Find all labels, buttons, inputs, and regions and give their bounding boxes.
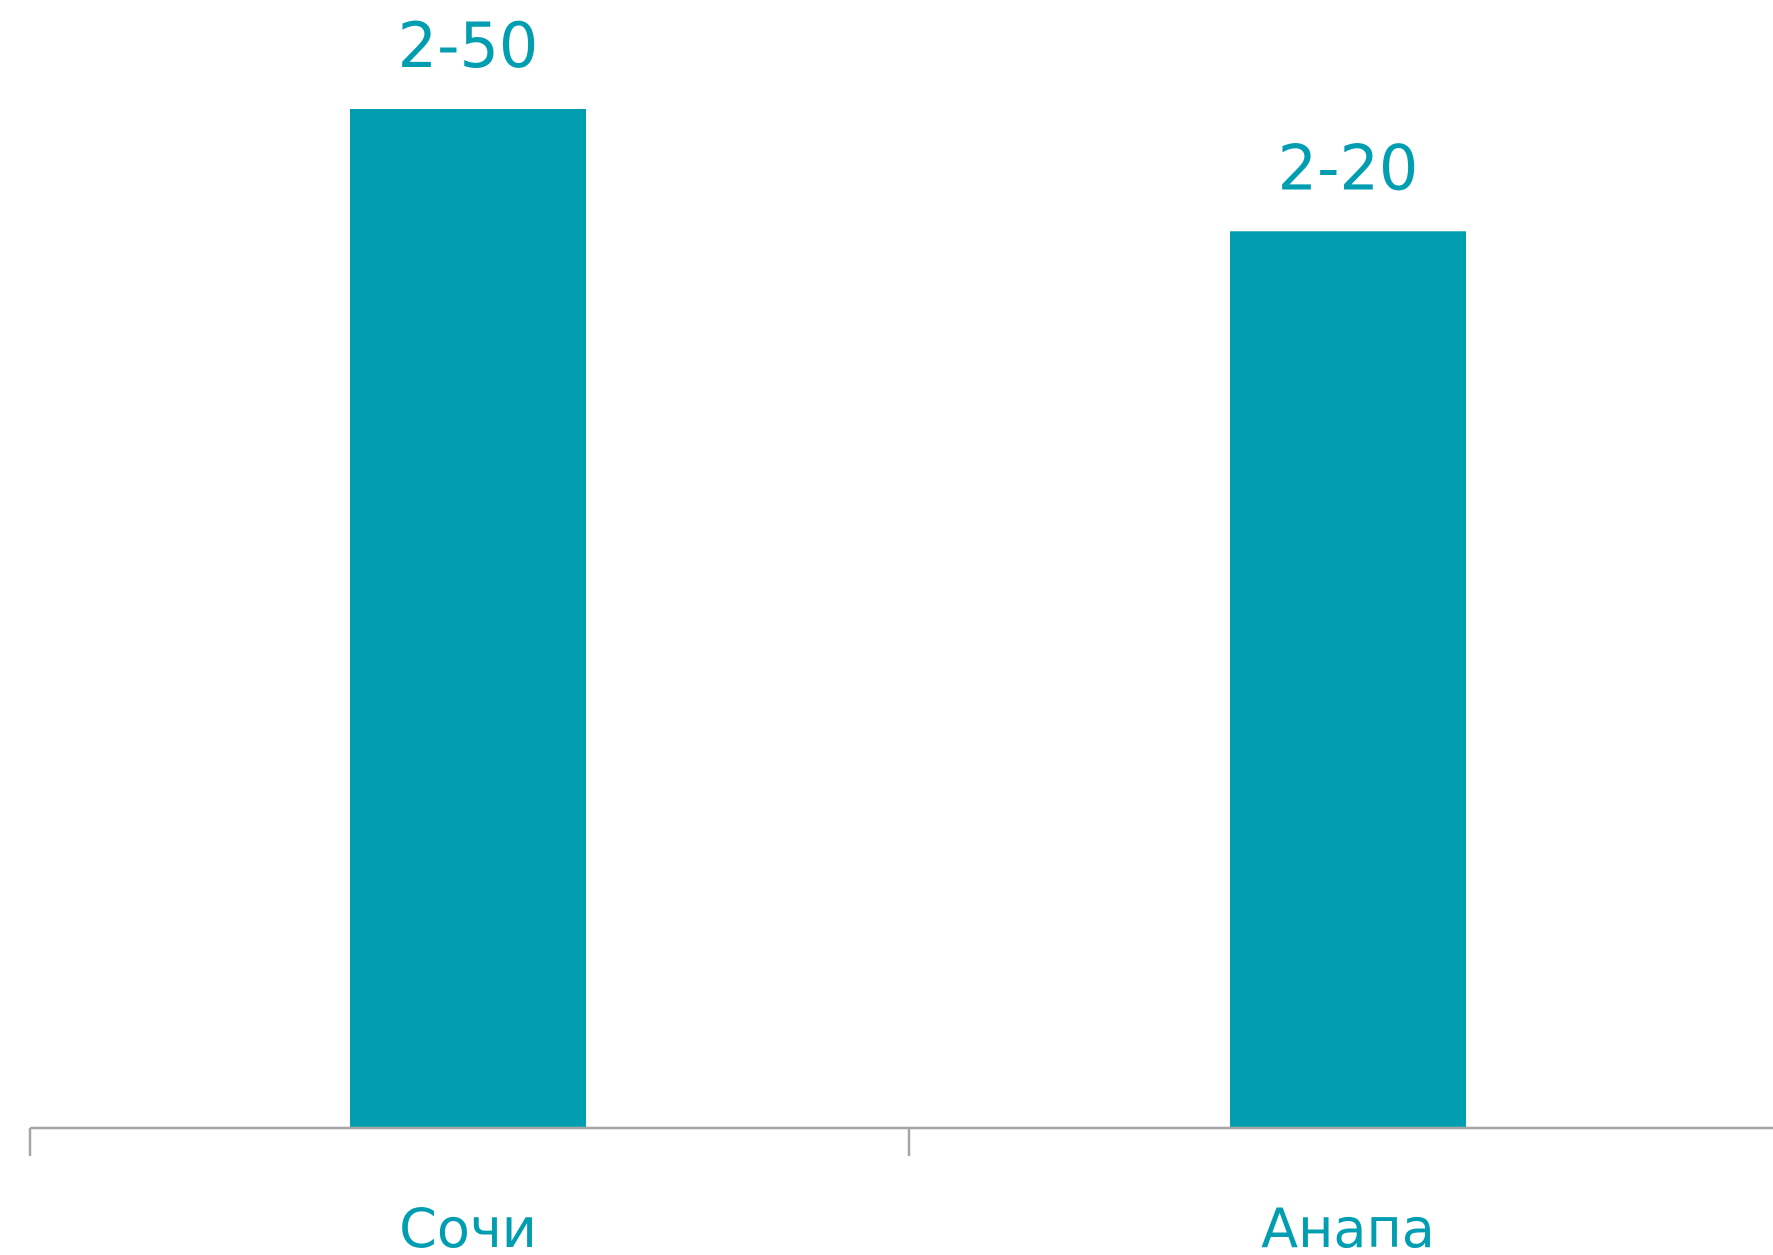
bar-2 <box>1230 231 1466 1128</box>
x-tick-label: Анапа <box>1261 1197 1435 1255</box>
bar-value-label: 2-50 <box>398 9 539 82</box>
x-axis <box>28 1126 1773 1156</box>
bar-value-label: 2-20 <box>1278 131 1419 204</box>
x-tick-label: Сочи <box>399 1197 537 1255</box>
value-labels-group: 2-50 2-20 <box>398 9 1419 204</box>
bars-group <box>350 109 1466 1128</box>
bar-1 <box>350 109 586 1128</box>
x-tick-labels-group: Сочи Анапа <box>399 1197 1435 1255</box>
